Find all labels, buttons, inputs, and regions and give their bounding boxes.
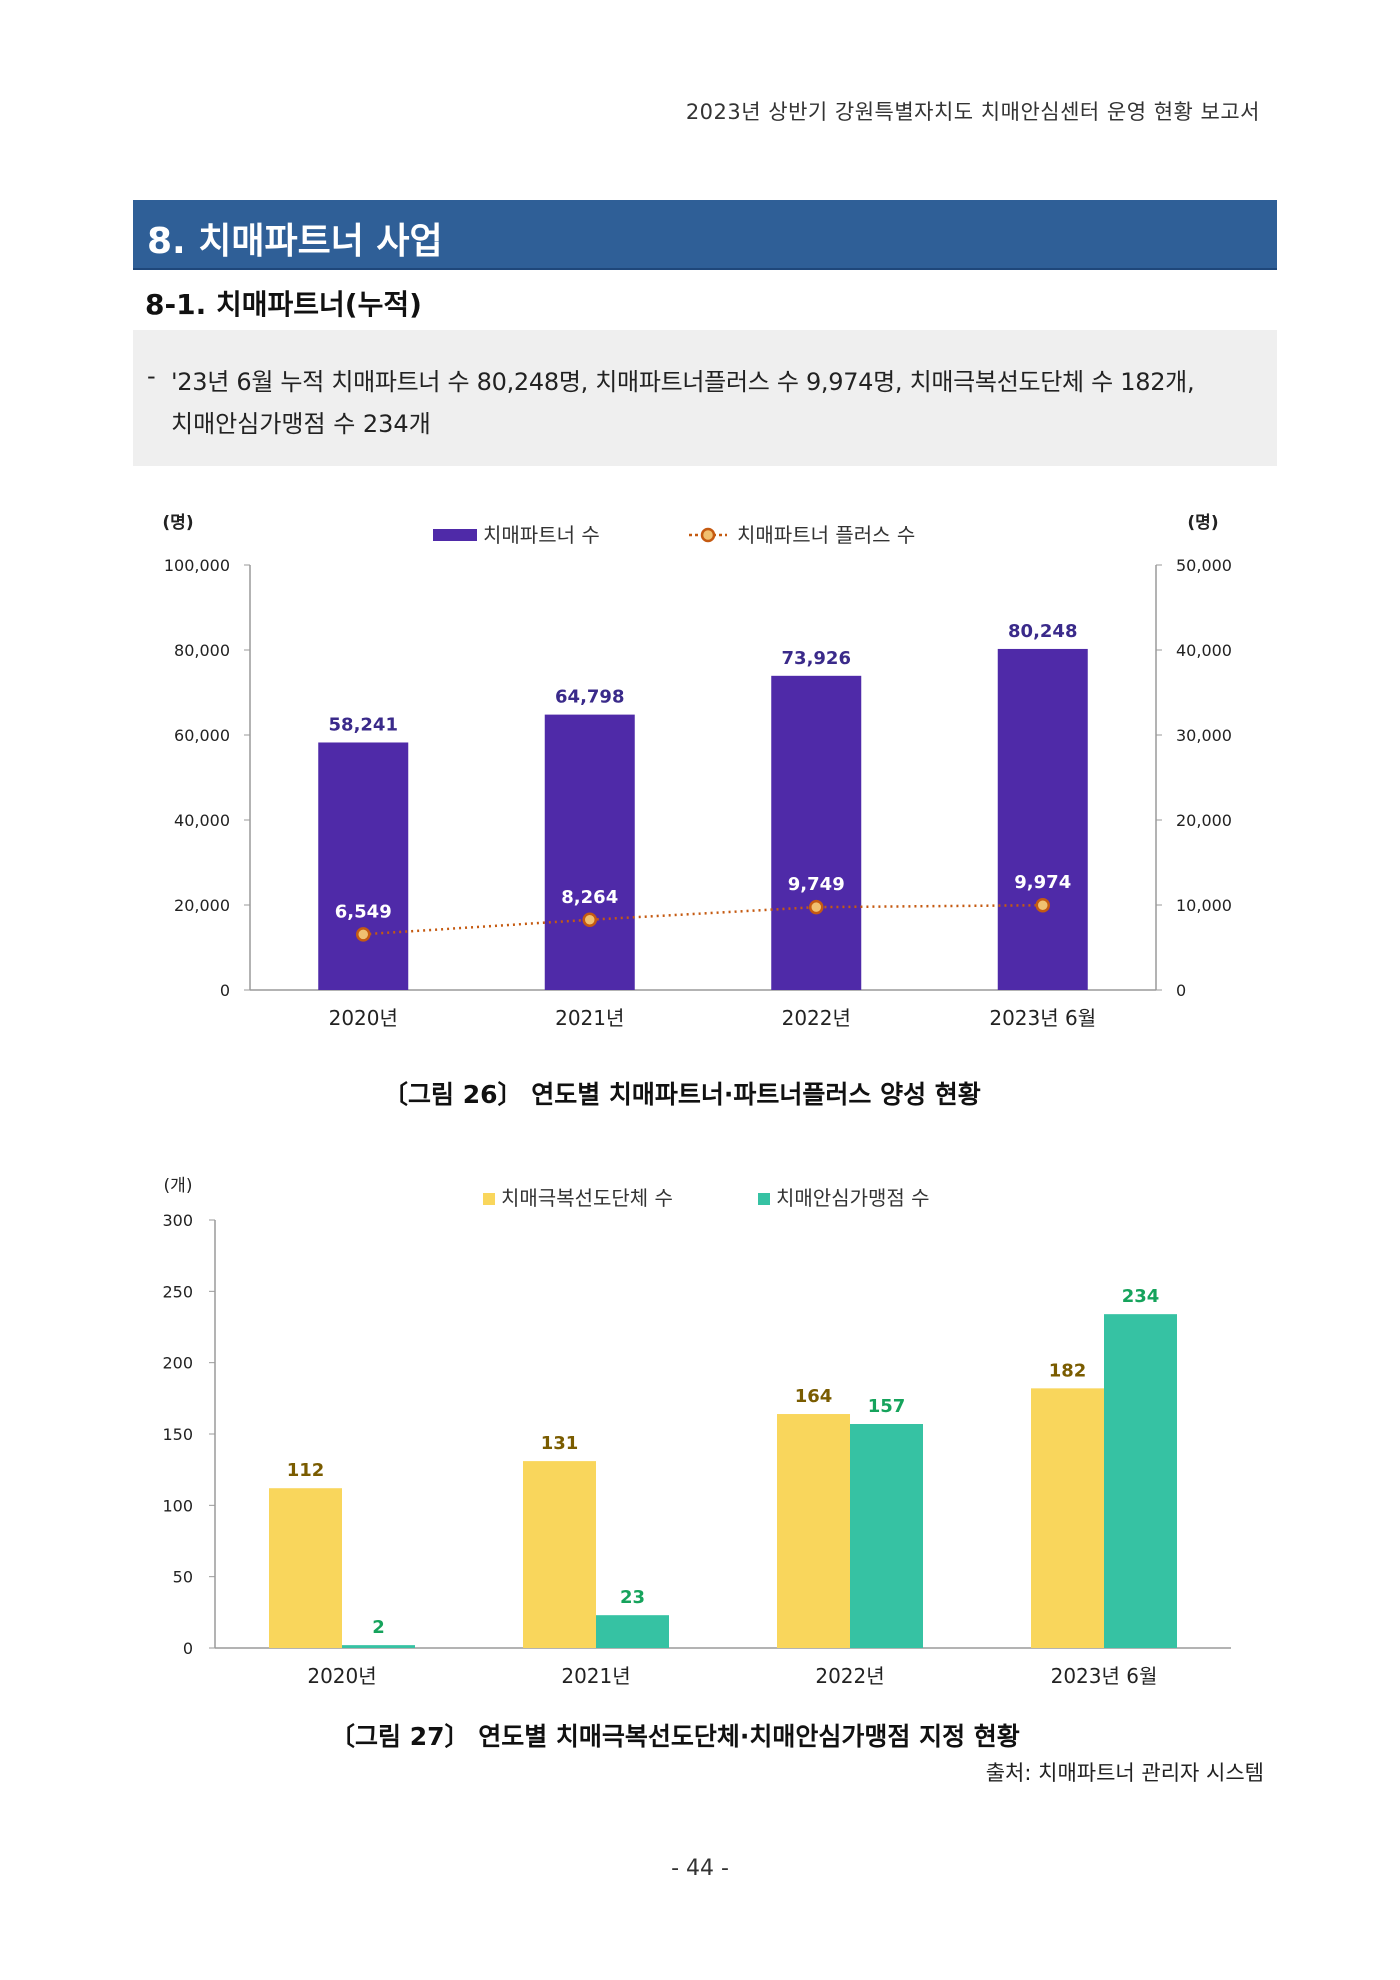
- legend-swatch-stores: [758, 1193, 770, 1205]
- x-category-label: 2021년: [561, 1664, 630, 1688]
- left-tick-label: 300: [162, 1211, 193, 1230]
- left-tick-label: 60,000: [174, 726, 230, 745]
- axis-unit: (개): [164, 1176, 193, 1196]
- plus-point-label: 9,749: [788, 874, 845, 895]
- legend-bar-label: 치매파트너 수: [483, 523, 600, 547]
- section-title: 8. 치매파트너 사업: [147, 221, 443, 262]
- plus-point: [582, 912, 597, 928]
- group-bar: [777, 1414, 850, 1648]
- legend-label-groups: 치매극복선도단체 수: [501, 1186, 673, 1210]
- group-bar-label: 112: [287, 1460, 325, 1481]
- left-tick-label: 200: [162, 1354, 193, 1373]
- summary-line-2: 치매안심가맹점 수 234개: [171, 410, 431, 438]
- plus-point-label: 9,974: [1014, 872, 1071, 893]
- right-tick-label: 30,000: [1176, 726, 1232, 745]
- figure-26-caption: 〔그림 26〕 연도별 치매파트너·파트너플러스 양성 현황: [383, 1080, 981, 1109]
- group-bar-label: 182: [1049, 1360, 1087, 1381]
- partner-chart: 0 20,000 40,000 60,000 80,000 100,000 0 10,000 2…: [162, 513, 1232, 1030]
- left-tick-label: 40,000: [174, 811, 230, 830]
- left-tick-label: 100,000: [164, 556, 230, 575]
- page-number: - 44 -: [671, 1856, 729, 1881]
- store-bar: [342, 1645, 415, 1648]
- plus-point: [1035, 897, 1050, 913]
- legend-line-label: 치매파트너 플러스 수: [737, 523, 915, 547]
- group-bar: [523, 1461, 596, 1648]
- right-tick-label: 40,000: [1176, 641, 1232, 660]
- right-axis-unit: (명): [1187, 513, 1218, 533]
- group-bar: [1031, 1388, 1104, 1648]
- legend-swatch-groups: [483, 1193, 495, 1205]
- partner-bar: [771, 675, 862, 990]
- left-tick-label: 20,000: [174, 896, 230, 915]
- plus-point: [809, 899, 824, 915]
- store-bar-label: 234: [1122, 1286, 1160, 1307]
- left-tick-label: 0: [183, 1639, 193, 1658]
- legend-bar-swatch: [433, 529, 477, 541]
- group-bar-label: 131: [541, 1433, 579, 1454]
- plus-point-label: 6,549: [335, 901, 392, 922]
- plus-point: [356, 927, 371, 942]
- partner-bar-label: 73,926: [782, 648, 851, 669]
- summary-dash: -: [147, 362, 156, 390]
- left-axis-unit: (명): [162, 513, 193, 533]
- store-bar-label: 23: [620, 1587, 645, 1608]
- legend-line-marker: [700, 527, 716, 543]
- summary-line-1: '23년 6월 누적 치매파트너 수 80,248명, 치매파트너플러스 수 9…: [171, 368, 1195, 396]
- x-category-label: 2022년: [782, 1006, 851, 1030]
- legend-label-stores: 치매안심가맹점 수: [776, 1186, 930, 1210]
- right-tick-label: 10,000: [1176, 896, 1232, 915]
- x-category-label: 2020년: [307, 1664, 376, 1688]
- right-tick-label: 0: [1176, 981, 1186, 1000]
- partner-bar: [318, 742, 409, 990]
- partner-bar: [544, 714, 635, 990]
- left-tick-label: 50: [173, 1568, 193, 1587]
- x-category-label: 2021년: [555, 1006, 624, 1030]
- store-bar-label: 157: [868, 1396, 906, 1417]
- x-category-label: 2023년 6월: [989, 1006, 1096, 1030]
- left-tick-label: 250: [162, 1282, 193, 1301]
- right-tick-label: 50,000: [1176, 556, 1232, 575]
- plus-point-label: 8,264: [561, 887, 618, 908]
- report-header: 2023년 상반기 강원특별자치도 치매안심센터 운영 현황 보고서: [685, 100, 1260, 124]
- left-tick-label: 80,000: [174, 641, 230, 660]
- plus-series-line: [363, 903, 1043, 936]
- group-store-chart: 0 50 100 150 200 250 300 (개) 치매극복선도단체 수 치매안심가맹점 수…: [162, 1176, 1231, 1688]
- left-tick-label: 100: [162, 1496, 193, 1515]
- group-bar: [269, 1488, 342, 1648]
- partner-bar-label: 58,241: [329, 714, 398, 735]
- right-tick-label: 20,000: [1176, 811, 1232, 830]
- x-category-label: 2020년: [329, 1006, 398, 1030]
- left-tick-label: 0: [220, 981, 230, 1000]
- source-note: 출처: 치매파트너 관리자 시스템: [985, 1761, 1264, 1785]
- partner-bar-label: 80,248: [1008, 621, 1077, 642]
- partner-bar-label: 64,798: [555, 687, 624, 708]
- subsection-title: 8-1. 치매파트너(누적): [145, 288, 422, 321]
- store-bar: [596, 1615, 669, 1648]
- store-bar-label: 2: [372, 1617, 385, 1638]
- partner-bar: [997, 648, 1088, 990]
- left-tick-label: 150: [162, 1425, 193, 1444]
- store-bar: [850, 1424, 923, 1648]
- x-category-label: 2023년 6월: [1051, 1664, 1158, 1688]
- x-category-label: 2022년: [815, 1664, 884, 1688]
- store-bar: [1104, 1314, 1177, 1648]
- summary-box: - '23년 6월 누적 치매파트너 수 80,248명, 치매파트너플러스 수…: [133, 330, 1277, 466]
- section-title-bar: 8. 치매파트너 사업: [133, 200, 1277, 270]
- figure-27-caption: 〔그림 27〕 연도별 치매극복선도단체·치매안심가맹점 지정 현황: [330, 1722, 1020, 1751]
- group-bar-label: 164: [795, 1386, 833, 1407]
